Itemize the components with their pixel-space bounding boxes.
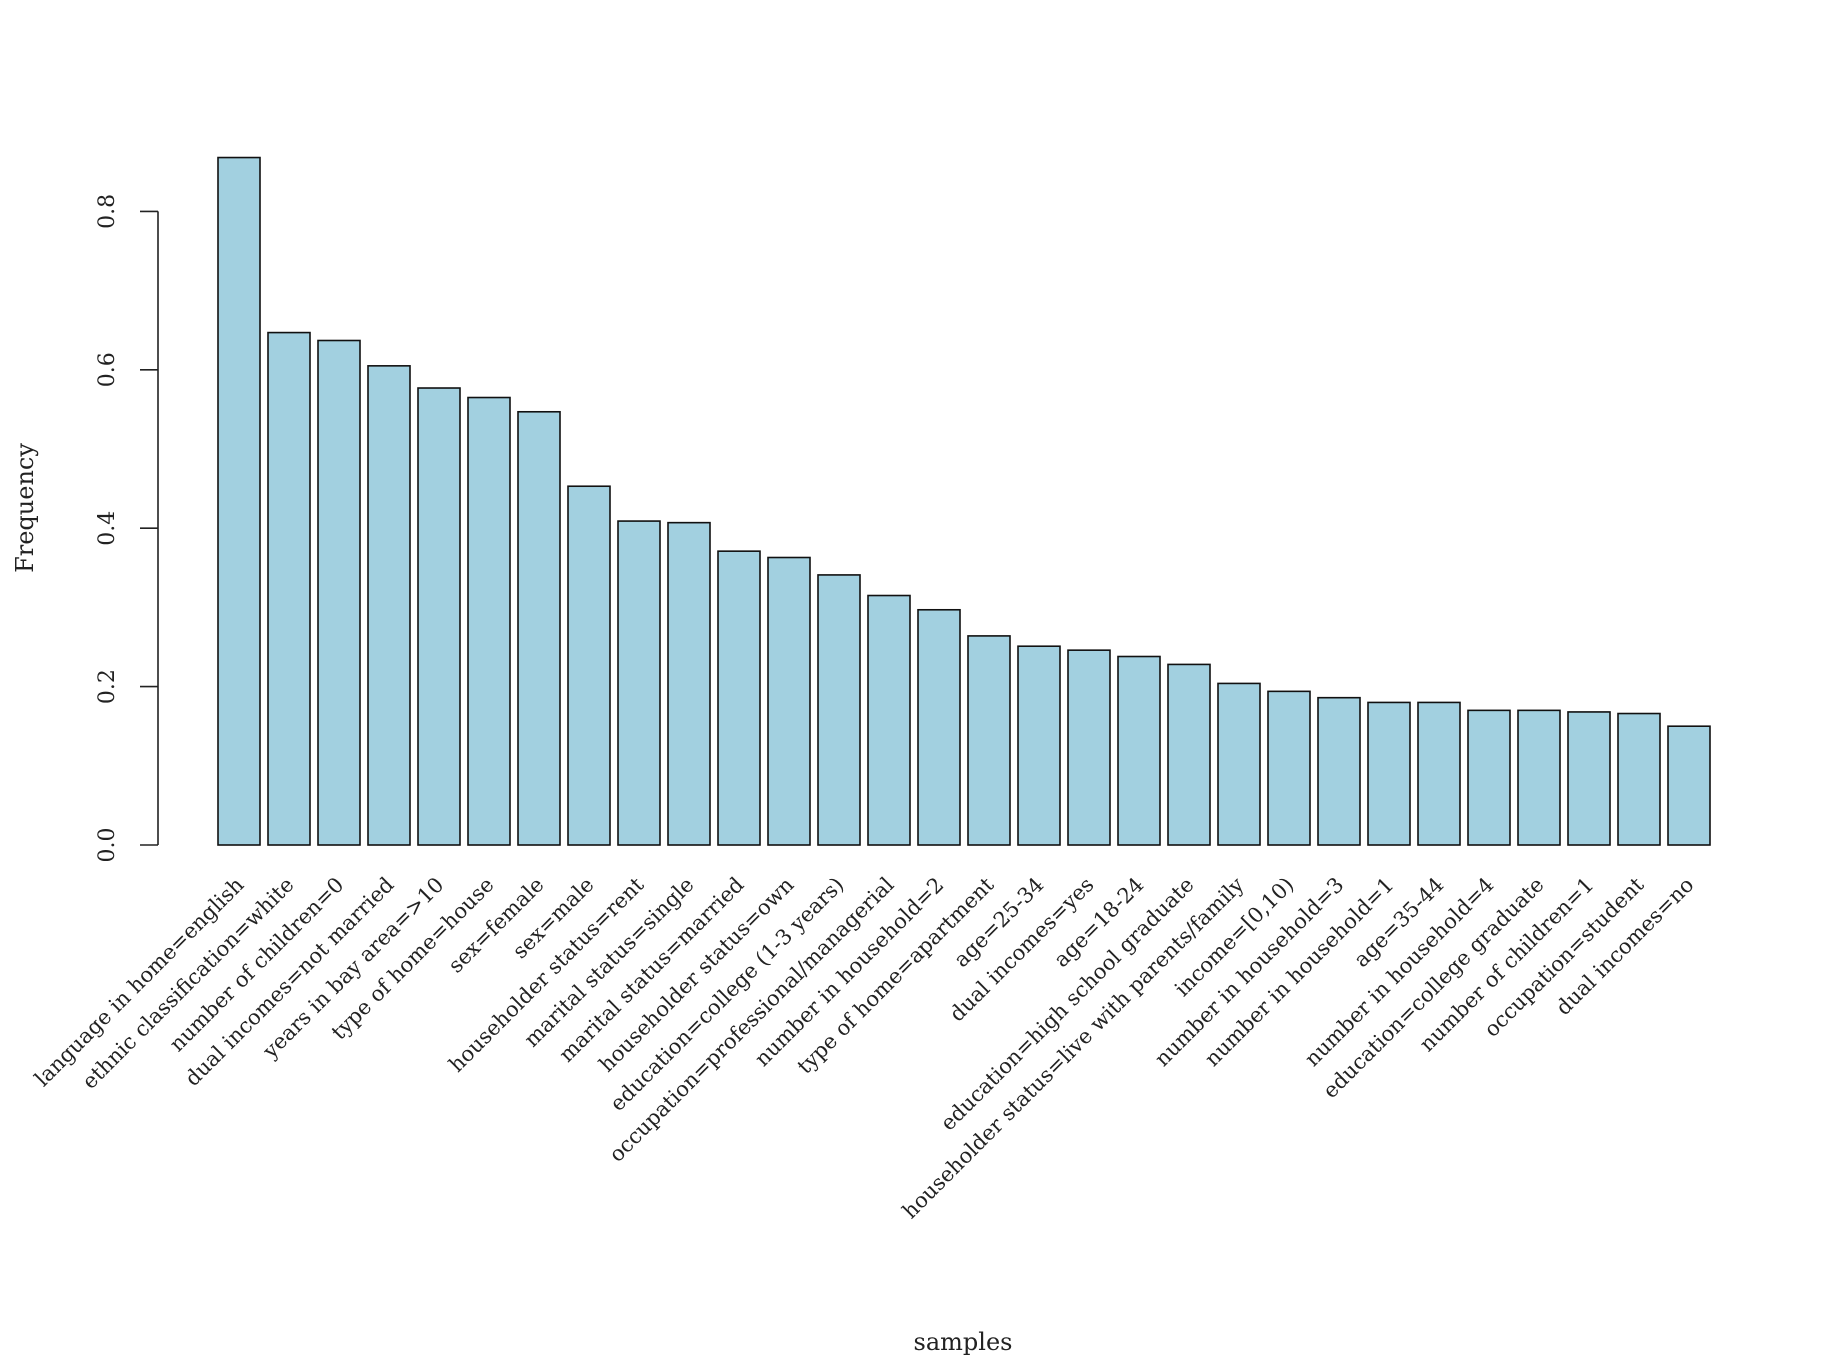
bar: [617, 520, 661, 846]
bar: [1467, 709, 1511, 846]
bar: [1217, 682, 1261, 846]
y-axis-title: Frequency: [11, 443, 39, 573]
y-tick-label: 0.4: [95, 511, 120, 546]
bar: [667, 521, 711, 846]
bar: [817, 574, 861, 846]
bar: [1617, 712, 1661, 846]
bar: [767, 556, 811, 846]
bar: [417, 387, 461, 846]
y-tick-label: 0.6: [95, 352, 120, 387]
bar: [1267, 690, 1311, 846]
bar: [1317, 696, 1361, 846]
bars-group: [217, 156, 1711, 846]
bar: [1067, 649, 1111, 846]
x-tick-label: ethnic classification=white: [77, 873, 298, 1094]
bar: [967, 635, 1011, 846]
bar: [1517, 709, 1561, 846]
y-axis: 0.0 0.2 0.4 0.6 0.8: [95, 194, 159, 863]
bar: [467, 396, 511, 846]
bar: [567, 485, 611, 846]
bar: [267, 331, 311, 846]
bar: [1117, 655, 1161, 846]
bar: [1667, 725, 1711, 846]
bar: [517, 410, 561, 846]
bar: [717, 550, 761, 846]
bar: [367, 365, 411, 846]
bar: [1417, 701, 1461, 846]
y-tick-label: 0.0: [95, 828, 120, 863]
bar: [1367, 701, 1411, 846]
y-tick-label: 0.2: [95, 669, 120, 704]
bar: [1567, 711, 1611, 846]
y-tick-label: 0.8: [95, 194, 120, 229]
bar: [217, 156, 261, 846]
bar: [867, 594, 911, 846]
bar: [1017, 645, 1061, 846]
bar: [317, 339, 361, 846]
bar: [917, 608, 961, 846]
x-axis-title: samples: [914, 1328, 1013, 1356]
bar: [1167, 663, 1211, 846]
